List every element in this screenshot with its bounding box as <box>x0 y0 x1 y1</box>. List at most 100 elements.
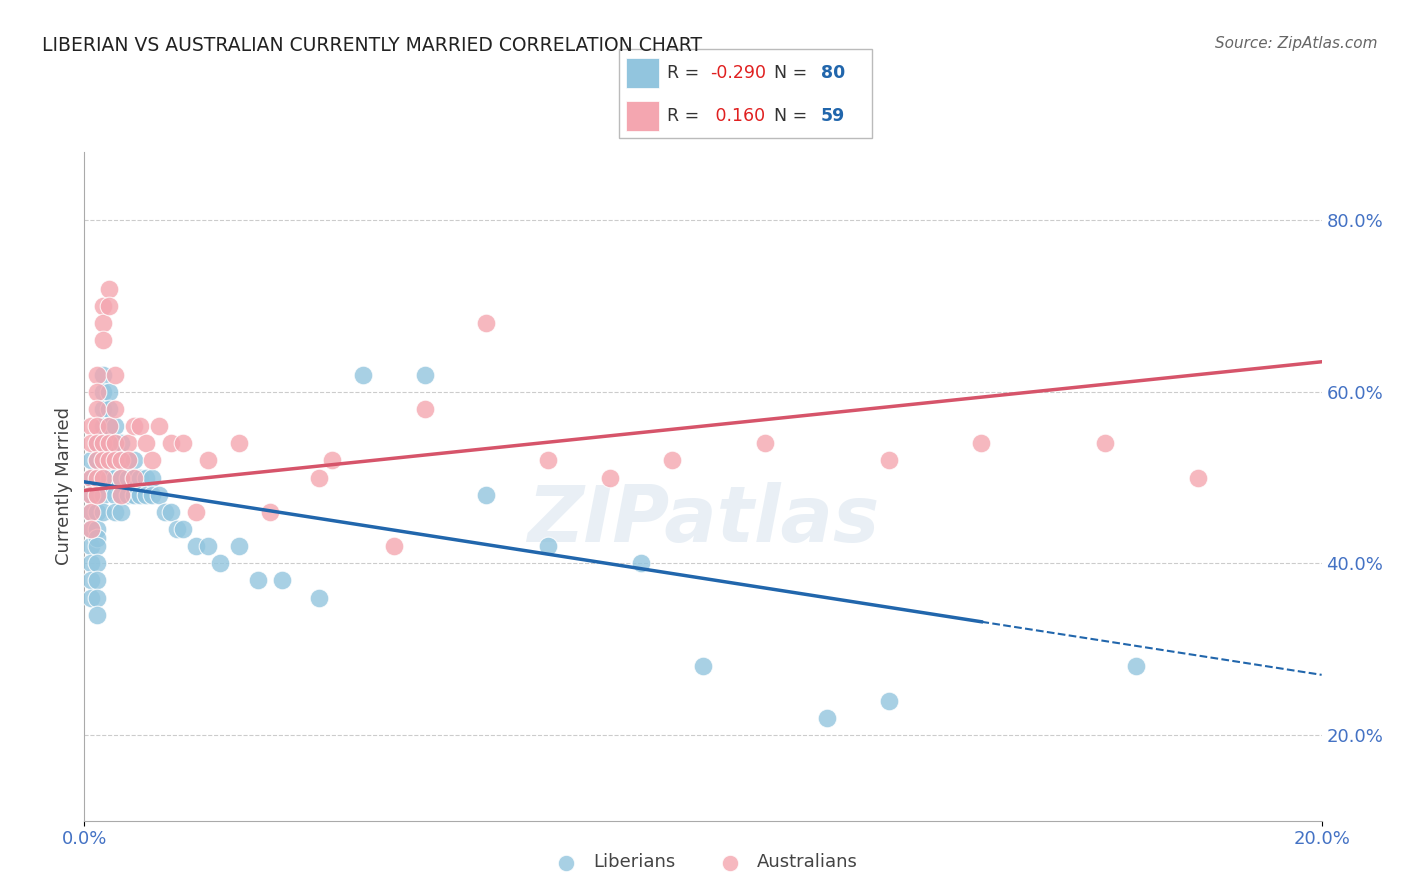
Point <box>79 488 101 502</box>
Text: R =: R = <box>666 64 704 82</box>
Point <box>104 453 127 467</box>
Point <box>91 470 114 484</box>
Point <box>110 453 132 467</box>
Point <box>117 488 139 502</box>
Point <box>98 436 121 450</box>
Point <box>382 539 405 553</box>
Point <box>86 488 108 502</box>
Point <box>110 436 132 450</box>
Point <box>79 574 101 588</box>
Point <box>79 591 101 605</box>
Text: LIBERIAN VS AUSTRALIAN CURRENTLY MARRIED CORRELATION CHART: LIBERIAN VS AUSTRALIAN CURRENTLY MARRIED… <box>42 36 703 54</box>
Point <box>91 436 114 450</box>
Point <box>135 470 157 484</box>
Point <box>104 368 127 382</box>
Point <box>91 453 114 467</box>
Text: 80: 80 <box>821 64 845 82</box>
Point <box>160 436 183 450</box>
Point <box>98 419 121 434</box>
Point <box>413 401 436 416</box>
Point <box>537 453 560 467</box>
Point <box>79 505 101 519</box>
Point <box>104 401 127 416</box>
Point <box>98 401 121 416</box>
Point <box>98 453 121 467</box>
Point <box>110 470 132 484</box>
Point <box>91 401 114 416</box>
Point <box>91 299 114 313</box>
Point <box>79 436 101 450</box>
Point <box>110 453 132 467</box>
Text: -0.290: -0.290 <box>710 64 766 82</box>
Point <box>79 557 101 571</box>
Point <box>86 574 108 588</box>
Point <box>86 591 108 605</box>
Point <box>209 557 232 571</box>
Point <box>79 488 101 502</box>
Text: R =: R = <box>666 107 704 125</box>
Point <box>475 316 498 330</box>
Point <box>86 539 108 553</box>
Point <box>259 505 281 519</box>
Point <box>308 591 330 605</box>
Point <box>86 384 108 399</box>
Point <box>86 531 108 545</box>
Point <box>246 574 269 588</box>
Point <box>86 401 108 416</box>
Point <box>86 436 108 450</box>
Point <box>110 470 132 484</box>
Point <box>79 522 101 536</box>
Point <box>117 470 139 484</box>
Point <box>129 488 152 502</box>
Point <box>86 436 108 450</box>
Point <box>91 384 114 399</box>
Point <box>1125 659 1147 673</box>
Point <box>117 453 139 467</box>
Point <box>86 470 108 484</box>
Point <box>117 453 139 467</box>
Point <box>197 453 219 467</box>
Point <box>661 453 683 467</box>
Point <box>877 453 900 467</box>
Point <box>98 419 121 434</box>
Point <box>98 436 121 450</box>
Point <box>599 470 621 484</box>
Text: N =: N = <box>763 64 813 82</box>
Point <box>98 299 121 313</box>
Point <box>79 419 101 434</box>
Text: 59: 59 <box>821 107 845 125</box>
Point <box>86 470 108 484</box>
Point <box>104 470 127 484</box>
Point <box>1094 436 1116 450</box>
Point <box>86 522 108 536</box>
Point <box>98 470 121 484</box>
Point <box>172 436 194 450</box>
Point <box>122 419 145 434</box>
Point <box>172 522 194 536</box>
Point <box>86 453 108 467</box>
Point <box>98 282 121 296</box>
Point <box>86 488 108 502</box>
Point <box>91 470 114 484</box>
Point <box>122 453 145 467</box>
Point <box>537 539 560 553</box>
Point <box>104 436 127 450</box>
Text: N =: N = <box>763 107 813 125</box>
Point <box>129 419 152 434</box>
Point <box>104 488 127 502</box>
Text: ZIPatlas: ZIPatlas <box>527 482 879 558</box>
Point <box>104 505 127 519</box>
Point <box>197 539 219 553</box>
Point <box>110 488 132 502</box>
Point <box>86 557 108 571</box>
Point <box>104 453 127 467</box>
Point <box>117 436 139 450</box>
Point <box>110 488 132 502</box>
Bar <box>626 101 659 131</box>
Point <box>91 316 114 330</box>
Point <box>79 453 101 467</box>
Point <box>308 470 330 484</box>
Point <box>91 488 114 502</box>
Point <box>91 334 114 348</box>
Point <box>91 419 114 434</box>
